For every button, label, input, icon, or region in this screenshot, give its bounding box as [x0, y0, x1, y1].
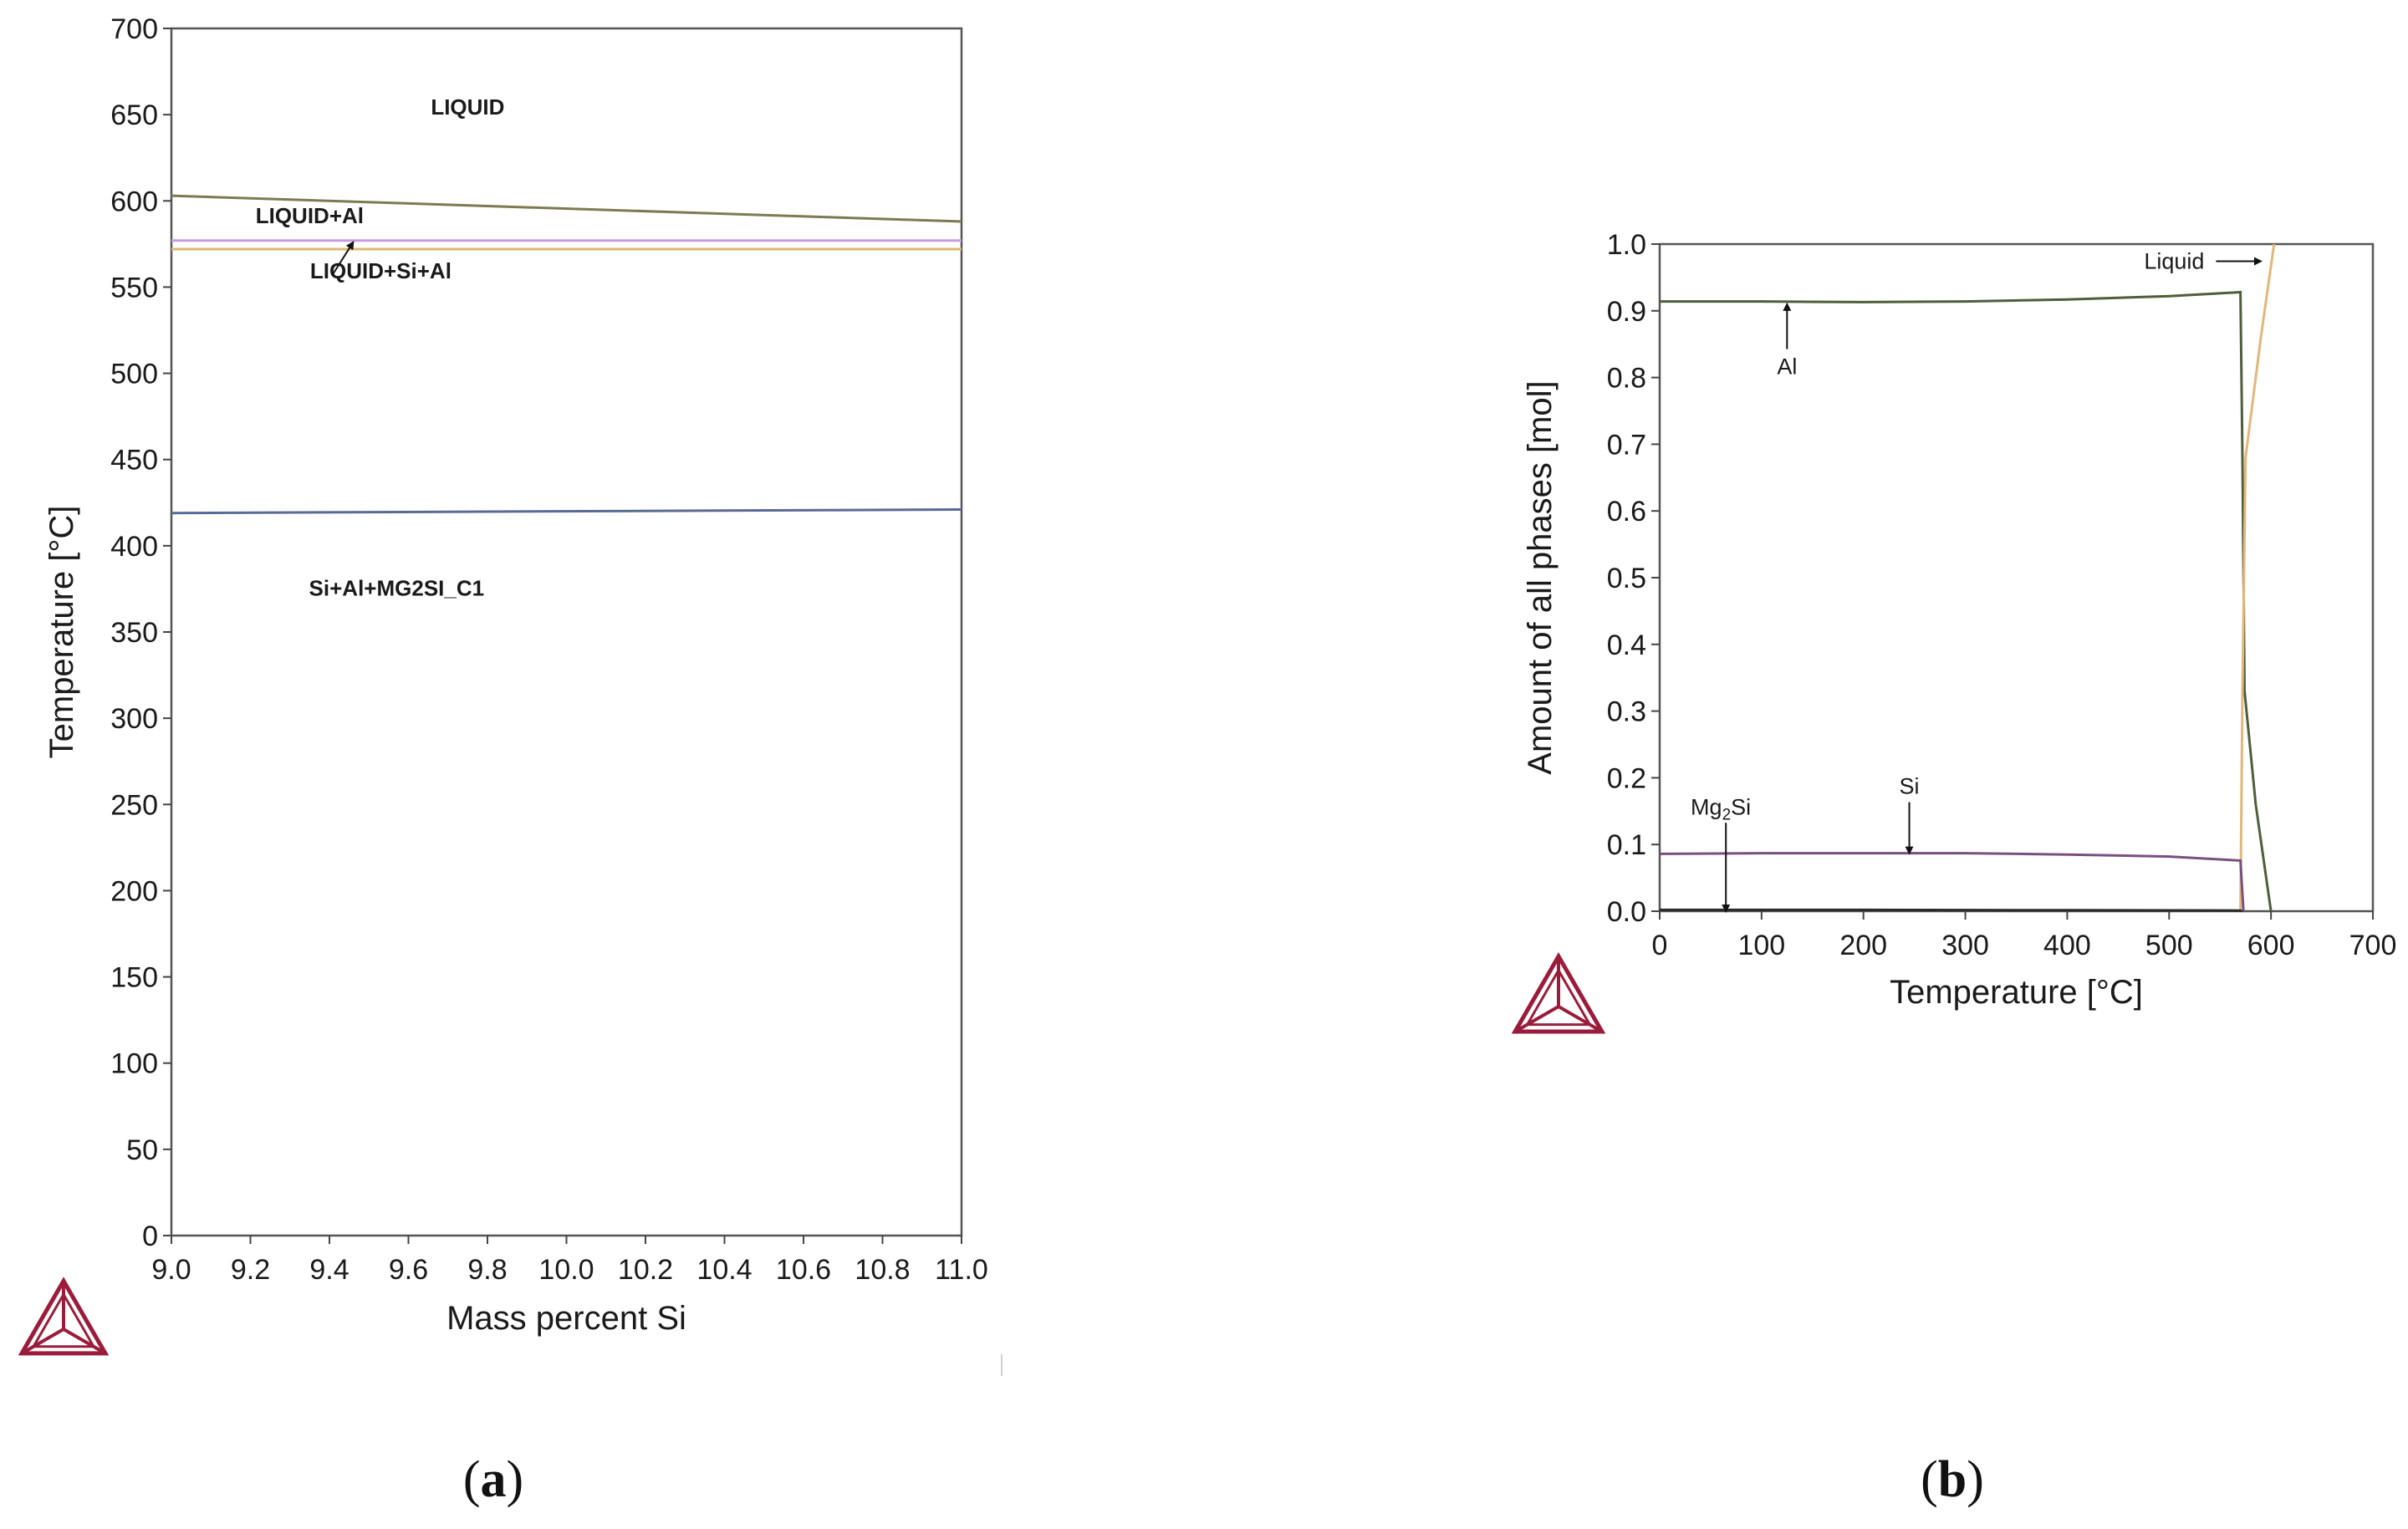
- x-tick-label: 9.8: [467, 1254, 507, 1286]
- series-line-0: [171, 194, 962, 223]
- series-line-si: [1659, 852, 2245, 912]
- x-tick-label: 700: [2349, 930, 2397, 961]
- thermo-calc-logo-icon: [1511, 952, 1606, 1034]
- y-tick-label: 0.1: [1607, 829, 1646, 861]
- x-tick-label: 600: [2247, 930, 2295, 961]
- x-tick-label: 10.8: [855, 1254, 910, 1286]
- x-tick-label: 9.4: [309, 1254, 349, 1286]
- x-axis-title: Temperature [°C]: [1890, 974, 2143, 1011]
- annotation-label: Liquid: [2144, 249, 2204, 274]
- panel-label-a: (a): [463, 1451, 523, 1508]
- y-axis-title: Temperature [°C]: [43, 506, 80, 759]
- x-tick-label: 100: [1737, 930, 1785, 961]
- y-tick-label: 0.2: [1607, 762, 1646, 794]
- x-tick-label: 300: [1941, 930, 1989, 961]
- y-tick-label: 300: [110, 703, 158, 735]
- y-tick-label: 400: [110, 531, 158, 563]
- y-tick-label: 0: [142, 1221, 158, 1252]
- y-tick-label: 0.6: [1607, 496, 1646, 528]
- annotation-label: Si: [1900, 774, 1920, 799]
- annotation-label: Si+Al+MG2SI_C1: [309, 576, 485, 601]
- y-tick-label: 0.4: [1607, 629, 1646, 661]
- thermo-calc-logo-icon: [18, 1277, 110, 1356]
- y-tick-label: 150: [110, 962, 158, 994]
- x-tick-label: 200: [1839, 930, 1887, 961]
- x-tick-label: 10.6: [776, 1254, 831, 1286]
- series-line-3: [171, 508, 962, 515]
- panel-b-chart: 0 100 200 300 400 500 600 700 0.0 0.1 0.2 0.3 0.4 0.5…: [1522, 229, 2396, 1011]
- panel-label-b: (b): [1921, 1451, 1984, 1508]
- y-axis-title: Amount of all phases [mol]: [1522, 380, 1559, 774]
- y-tick-label: 0.5: [1607, 563, 1646, 594]
- x-tick-label: 10.2: [618, 1254, 673, 1286]
- annotation-label: LIQUID+Al: [256, 203, 364, 228]
- annotation-label: Mg2Si: [1691, 794, 1751, 823]
- y-tick-label: 0.9: [1607, 296, 1646, 328]
- x-tick-label: 9.0: [151, 1254, 191, 1286]
- y-tick-label: 0.3: [1607, 696, 1646, 728]
- x-tick-label: 0: [1652, 930, 1668, 961]
- y-tick-label: 0.8: [1607, 363, 1646, 395]
- plot-frame: [1658, 242, 2375, 913]
- panel-a-chart: 9.0 9.2 9.4 9.6 9.8 10.0 10.2 10.4 10.6 10.8 11.0 0…: [43, 13, 988, 1337]
- x-tick-label: 500: [2145, 930, 2193, 961]
- x-tick-label: 400: [2043, 930, 2091, 961]
- x-axis-title: Mass percent Si: [446, 1300, 686, 1337]
- y-tick-label: 250: [110, 789, 158, 821]
- series-line-liquid: [2239, 243, 2276, 912]
- y-tick-label: 650: [110, 99, 158, 131]
- annotation-label: LIQUID+Si+Al: [310, 258, 452, 283]
- x-tick-label: 9.6: [389, 1254, 428, 1286]
- y-tick-label: 1.0: [1607, 229, 1646, 261]
- y-tick-label: 0.0: [1607, 896, 1646, 928]
- y-tick-label: 50: [126, 1134, 158, 1166]
- x-tick-label: 10.0: [538, 1254, 594, 1286]
- y-tick-label: 600: [110, 186, 158, 217]
- y-tick-label: 500: [110, 359, 158, 390]
- y-tick-label: 200: [110, 875, 158, 907]
- y-tick-label: 350: [110, 617, 158, 649]
- y-tick-label: 100: [110, 1048, 158, 1080]
- annotation-arrow: [331, 241, 355, 276]
- y-tick-label: 0.7: [1607, 429, 1646, 461]
- x-tick-label: 10.4: [696, 1254, 752, 1286]
- y-tick-label: 450: [110, 445, 158, 477]
- series-line-al: [1660, 290, 2273, 912]
- y-tick-label: 550: [110, 272, 158, 303]
- x-tick-label: 9.2: [231, 1254, 270, 1286]
- series-line-mg2si: [1660, 908, 2243, 913]
- annotation-label: Al: [1777, 354, 1797, 380]
- annotation-label: LIQUID: [431, 94, 504, 120]
- y-tick-label: 700: [110, 13, 158, 45]
- x-tick-label: 11.0: [935, 1254, 988, 1286]
